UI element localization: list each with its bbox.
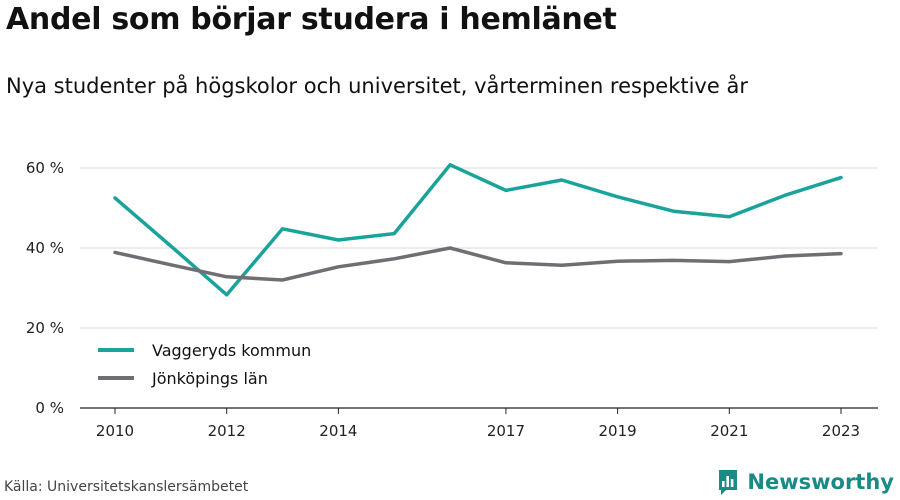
line-chart: 0 % 20 % 40 % 60 % 2010 2012 2014 2017 2019 2021…	[26, 159, 878, 440]
x-tick-label: 2012	[208, 422, 246, 440]
brand-name: Newsworthy	[747, 470, 894, 494]
series-line-2	[113, 246, 843, 282]
chart-subtitle: Nya studenter på högskolor och universit…	[6, 74, 748, 98]
legend-label: Jönköpings län	[151, 369, 268, 388]
x-tick-label: 2010	[96, 422, 134, 440]
y-tick-label: 0 %	[35, 399, 64, 417]
chart-title: Andel som börjar studera i hemlänet	[6, 2, 617, 37]
source-note: Källa: Universitetskanslersämbetet	[4, 479, 249, 495]
x-tick-label: 2017	[487, 422, 525, 440]
x-tick-label: 2014	[319, 422, 357, 440]
y-tick-label: 60 %	[26, 159, 64, 177]
legend-label: Vaggeryds kommun	[152, 341, 311, 360]
x-tick-label: 2023	[822, 422, 860, 440]
brand: Newsworthy	[717, 468, 894, 496]
series-line-1	[113, 163, 843, 297]
y-tick-label: 20 %	[26, 319, 64, 337]
x-tick-label: 2019	[599, 422, 637, 440]
y-tick-label: 40 %	[26, 239, 64, 257]
x-tick-label: 2021	[710, 422, 748, 440]
bar-chart-logo-icon	[719, 470, 738, 495]
